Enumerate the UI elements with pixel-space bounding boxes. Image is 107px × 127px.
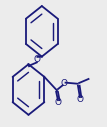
Text: O: O <box>76 95 83 104</box>
Text: O: O <box>34 55 41 64</box>
Text: O: O <box>54 98 61 107</box>
Text: O: O <box>61 79 68 88</box>
